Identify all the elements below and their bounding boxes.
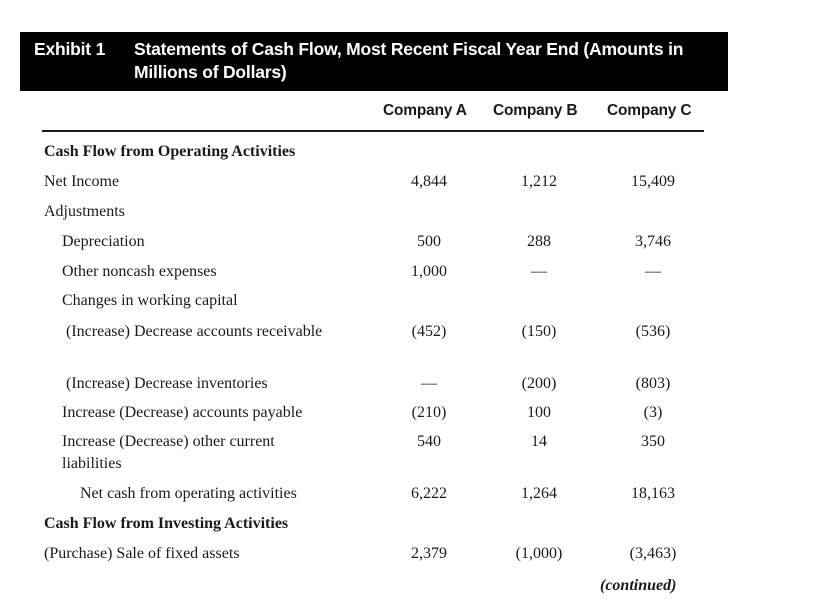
row-label: Adjustments <box>44 203 125 220</box>
cell-company-b: 100 <box>527 404 551 421</box>
cell-company-b: — <box>531 263 547 280</box>
exhibit-label: Exhibit 1 <box>34 39 106 59</box>
section-heading: Cash Flow from Operating Activities <box>44 143 296 160</box>
cell-company-a: 2,379 <box>411 545 447 562</box>
cell-company-c: 18,163 <box>631 485 675 502</box>
cell-company-a: 4,844 <box>411 173 447 190</box>
cell-company-a: (452) <box>411 323 447 340</box>
row-label: Net cash from operating activities <box>80 485 297 502</box>
cell-company-b: (150) <box>521 323 557 340</box>
cell-company-a: 6,222 <box>411 485 447 502</box>
row-label: Other noncash expenses <box>62 263 217 280</box>
continued-note: (continued) <box>600 577 677 594</box>
cell-company-b: (1,000) <box>515 545 563 562</box>
row-label: (Increase) Decrease accounts receivable <box>66 323 323 340</box>
exhibit-title: Statements of Cash Flow, Most Recent Fis… <box>134 39 684 82</box>
cell-company-b: (200) <box>521 375 557 392</box>
cell-company-b: 1,264 <box>521 485 557 502</box>
cell-company-a: (210) <box>411 404 447 421</box>
cell-company-a: — <box>421 375 437 392</box>
row-label: Depreciation <box>62 233 145 250</box>
cell-company-c: (803) <box>635 375 671 392</box>
cell-company-b: 14 <box>531 433 547 450</box>
exhibit-header: Exhibit 1 Statements of Cash Flow, Most … <box>20 32 728 91</box>
row-label: Increase (Decrease) accounts payable <box>62 404 303 421</box>
row-label: (Purchase) Sale of fixed assets <box>44 545 240 562</box>
cell-company-a: 540 <box>417 433 441 450</box>
cell-company-b: 288 <box>527 233 551 250</box>
row-label: (Increase) Decrease inventories <box>66 375 268 392</box>
row-label: Increase (Decrease) other current liabil… <box>62 433 275 472</box>
row-label: Net Income <box>44 173 120 190</box>
cell-company-a: 500 <box>417 233 441 250</box>
cell-company-b: 1,212 <box>521 173 557 190</box>
section-heading: Cash Flow from Investing Activities <box>44 515 289 532</box>
cell-company-c: 3,746 <box>635 233 671 250</box>
cell-company-c: 350 <box>641 433 665 450</box>
cell-company-c: (3) <box>643 404 663 421</box>
header-rule <box>42 130 704 132</box>
cell-company-c: 15,409 <box>631 173 675 190</box>
cell-company-c: — <box>645 263 661 280</box>
column-header-company-c: Company C <box>607 102 692 119</box>
column-header-company-a: Company A <box>383 102 467 119</box>
cell-company-a: 1,000 <box>411 263 447 280</box>
cell-company-c: (3,463) <box>629 545 677 562</box>
cell-company-c: (536) <box>635 323 671 340</box>
column-header-company-b: Company B <box>493 102 578 119</box>
row-label: Changes in working capital <box>62 292 238 309</box>
